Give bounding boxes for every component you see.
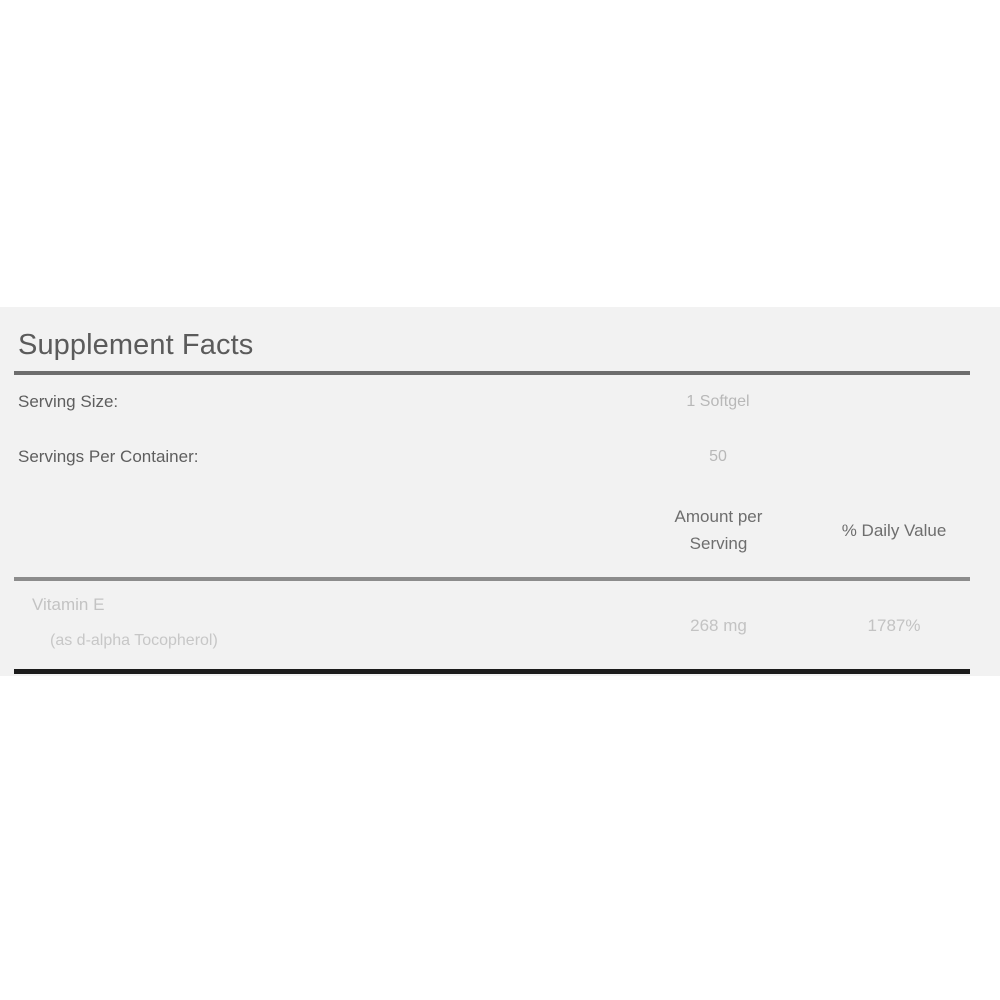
servings-per-container-value: 50 — [709, 448, 727, 465]
header-divider — [14, 577, 970, 581]
nutrient-daily-value: 1787% — [867, 616, 921, 635]
nutrient-amount: 268 mg — [690, 616, 747, 635]
page-title: Supplement Facts — [18, 329, 254, 361]
column-header-amount-per-serving: Amount per Serving — [626, 503, 811, 557]
serving-size-row: Serving Size: 1 Softgel — [14, 392, 970, 414]
column-header-daily-value: % Daily Value — [841, 521, 947, 540]
servings-per-container-label: Servings Per Container: — [18, 447, 199, 466]
supplement-facts-content: Supplement Facts Serving Size: 1 Softgel… — [14, 307, 970, 676]
servings-per-container-row: Servings Per Container: 50 — [14, 447, 970, 469]
bottom-divider — [14, 669, 970, 674]
serving-size-value: 1 Softgel — [686, 393, 750, 410]
column-header-amount-line2: Serving — [689, 534, 748, 553]
column-header-amount-line1: Amount per — [674, 507, 763, 526]
serving-size-label: Serving Size: — [18, 392, 119, 411]
nutrient-source: (as d-alpha Tocopherol) — [50, 632, 218, 649]
supplement-facts-panel: Supplement Facts Serving Size: 1 Softgel… — [0, 307, 1000, 676]
title-divider — [14, 371, 970, 375]
nutrient-name: Vitamin E — [32, 595, 105, 614]
